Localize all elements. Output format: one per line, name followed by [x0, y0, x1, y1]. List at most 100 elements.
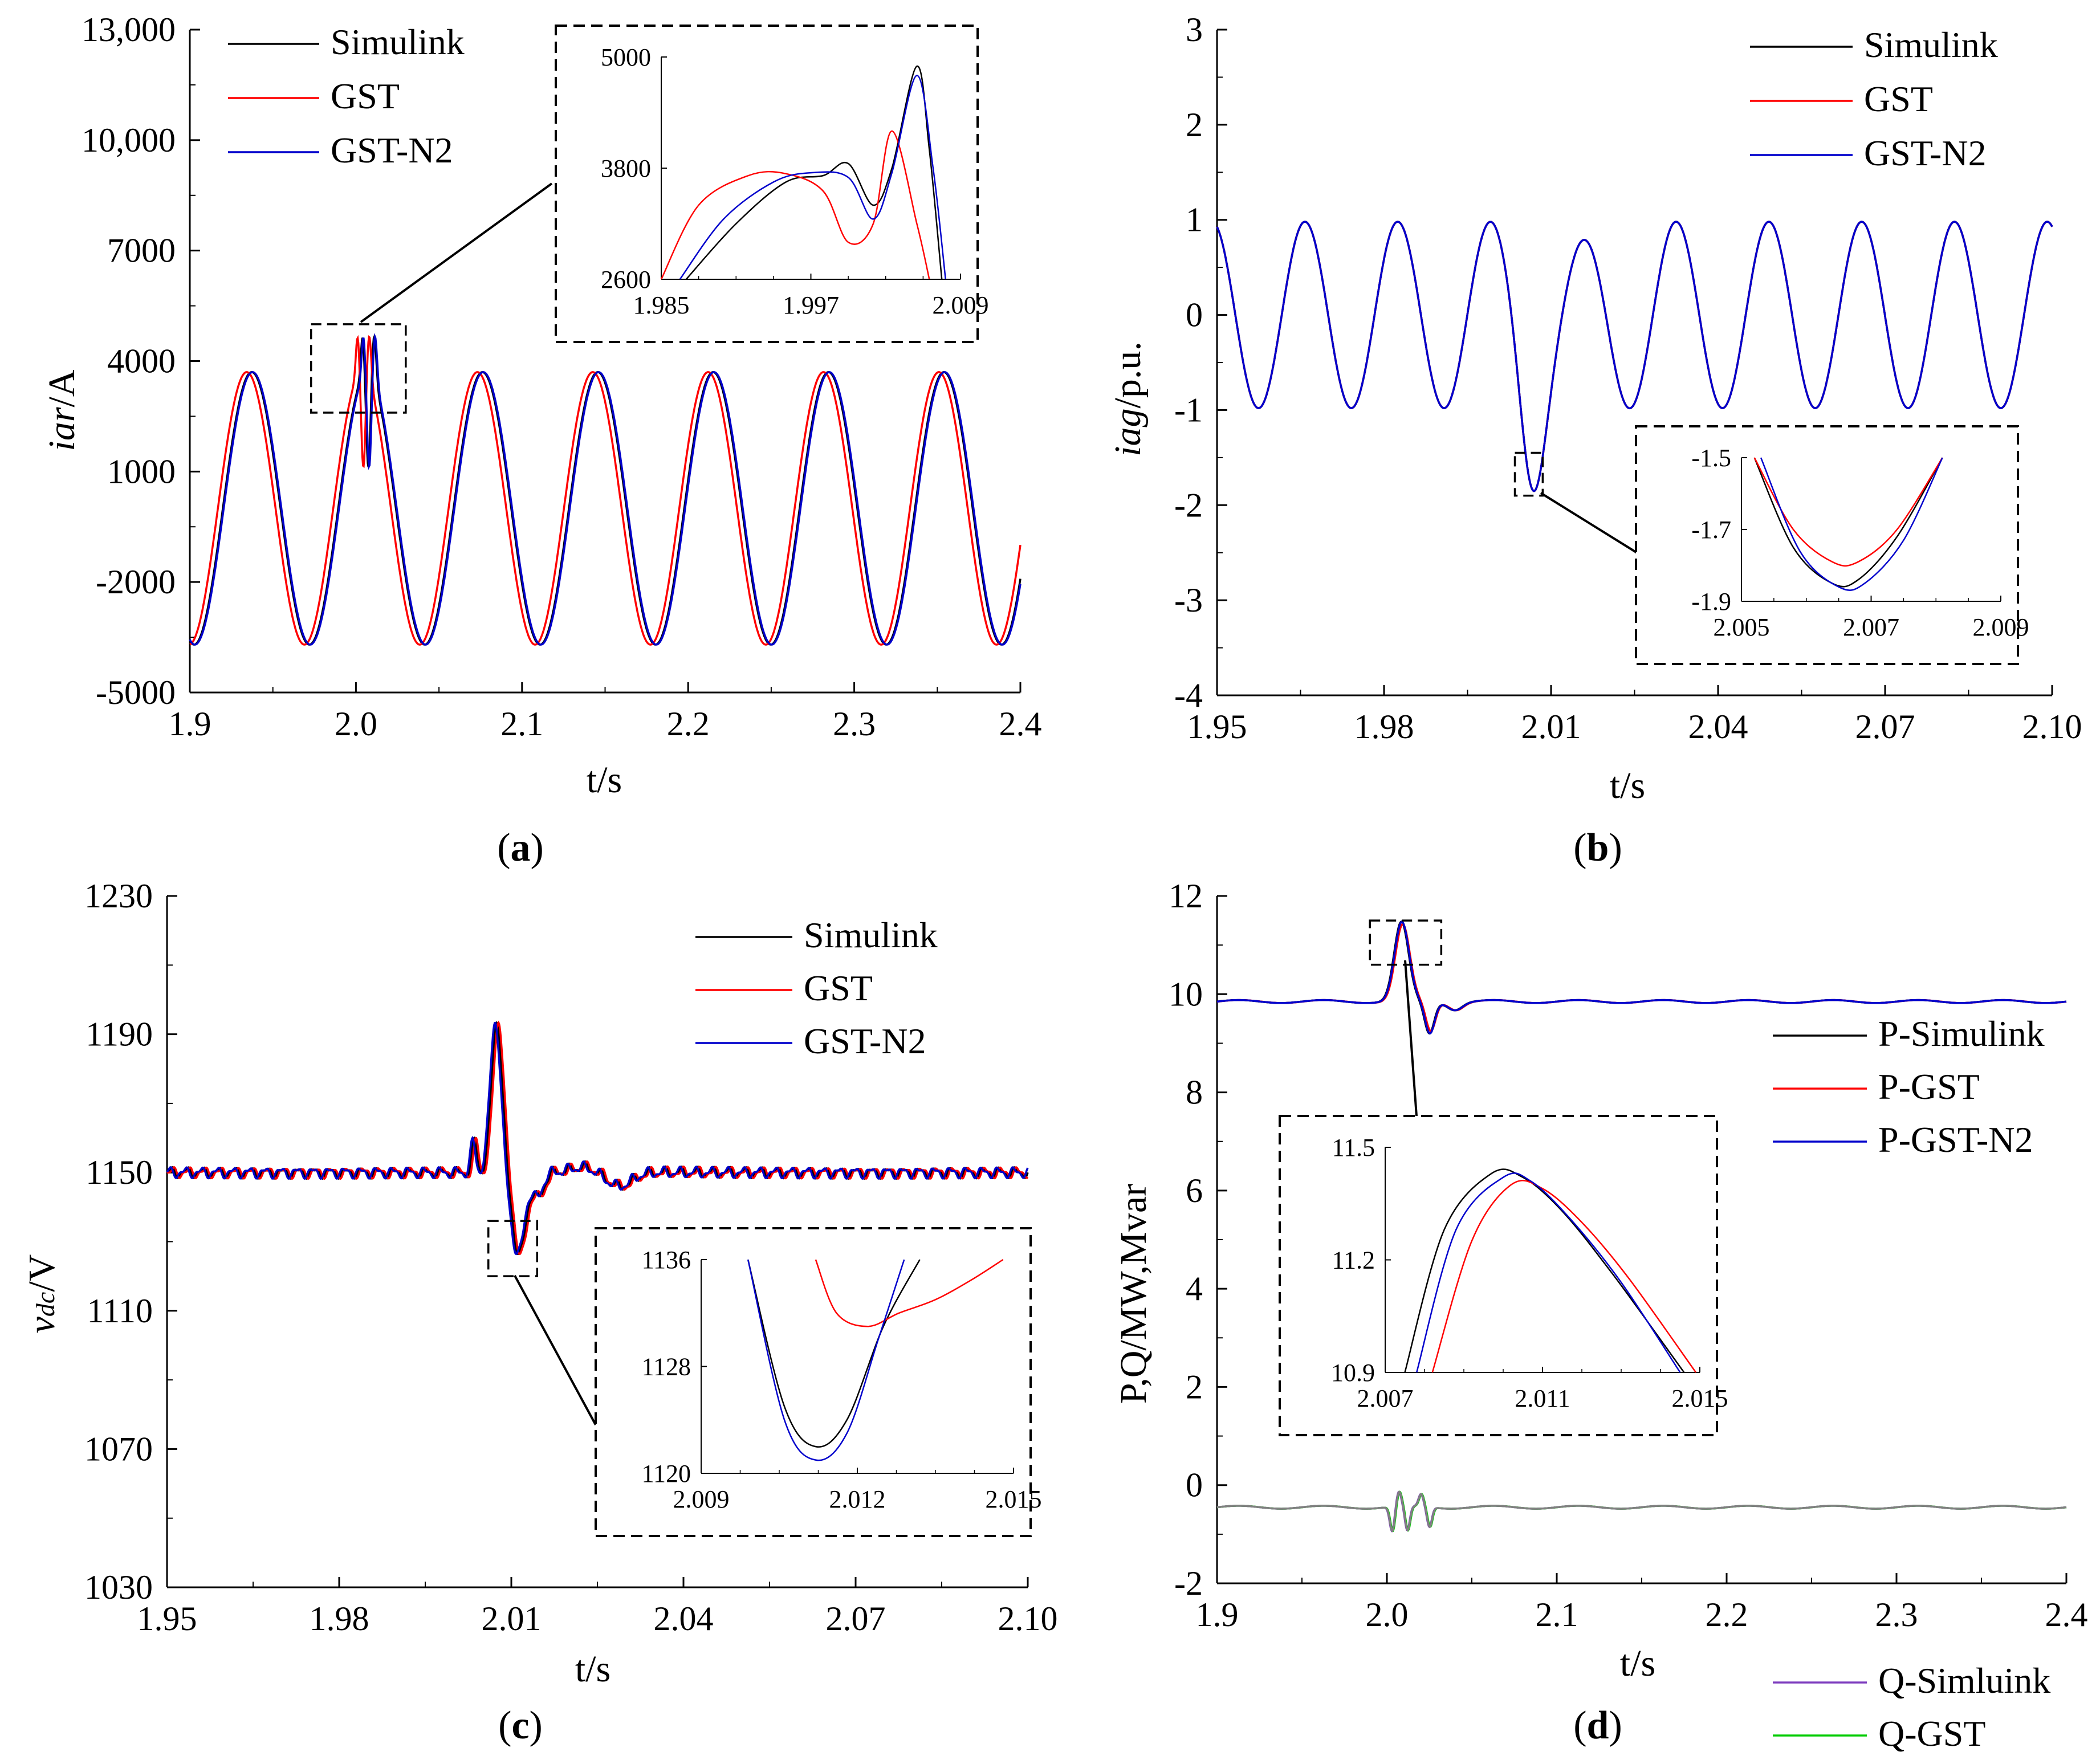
panel-b-caption: (b): [1573, 826, 1622, 870]
panel-c-xtick-label: 2.10: [998, 1600, 1058, 1637]
panel-d-legend-label-p-gst: P-GST: [1878, 1066, 1980, 1107]
panel-d-ytick-label: 8: [1186, 1074, 1203, 1111]
panel-c-inset-xtick-label: 2.009: [673, 1485, 730, 1513]
panel-b-ylabel-unit: /p.u.: [1107, 341, 1149, 408]
panel-a-inset-ytick-label: 2600: [601, 266, 651, 294]
panel-d-inset-series-p-simulink: [1404, 1168, 1685, 1373]
panel-b-inset-frame: [1635, 425, 2019, 665]
panel-a-inset-series-gst-n2: [679, 75, 947, 280]
panel-d-legend-label-q-gst: Q-GST: [1878, 1713, 1985, 1754]
panel-b-inset-xtick-label: 2.005: [1714, 613, 1770, 641]
panel-b-ytick-label: -3: [1174, 581, 1203, 619]
panel-d-ytick-label: 10: [1169, 975, 1203, 1013]
panel-b-inset-series-gst-n2: [1760, 457, 1943, 591]
panel-a-ylabel-sub: ar: [41, 407, 83, 441]
panel-d-inset-ytick-label: 11.5: [1332, 1134, 1375, 1162]
panel-b-xtick-label: 1.98: [1354, 708, 1414, 745]
panel-b-inset-ytick-label: -1.9: [1691, 588, 1731, 616]
panel-c-inset-frame: [595, 1227, 1032, 1537]
panel-b-inset-series-gst: [1753, 457, 1943, 567]
panel-d-ytick-label: 2: [1186, 1368, 1203, 1406]
panel-a-xtick-label: 2.1: [500, 705, 543, 743]
panel-d-inset-series-p-gst: [1431, 1180, 1697, 1373]
panel-b-legend-label-gst-n2: GST-N2: [1864, 133, 1987, 173]
panel-d-ytick-label: -2: [1174, 1565, 1203, 1602]
panel-a-inset-frame: [555, 25, 979, 343]
panel-c-inset-series-gst: [815, 1258, 1004, 1327]
panel-d-ytick-label: 6: [1186, 1172, 1203, 1209]
panel-c-xtick-label: 2.01: [482, 1600, 542, 1637]
panel-b-zoom-box: [1513, 451, 1544, 497]
panel-c-xtick-label: 2.04: [654, 1600, 714, 1637]
panel-b-legend-label-simulink: Simulink: [1864, 25, 1998, 65]
panel-b-xtick-label: 1.95: [1187, 708, 1247, 745]
panel-a-zoom-connector: [360, 182, 553, 323]
panel-c-zoom-box: [487, 1220, 539, 1277]
panel-c-ylabel-sub: dc: [31, 1292, 60, 1317]
panel-c-letter: c: [511, 1704, 529, 1747]
panel-b-letter: b: [1587, 826, 1609, 870]
panel-d-inset-xtick-label: 2.007: [1357, 1384, 1414, 1412]
panel-a-legend-label-simulink: Simulink: [331, 22, 465, 62]
panel-d-series-q-gst-n2: [1216, 1490, 2067, 1533]
panel-b-ylabel-main: i: [1107, 446, 1149, 457]
panel-b-ytick-label: 2: [1186, 106, 1203, 144]
panel-a-inset-xtick-label: 1.985: [633, 291, 690, 319]
chart-panel-b: iag/p.u. t/s (b) 1.95 1.98 2.01 2.04 2.07 2.1…: [1107, 11, 2082, 870]
panel-b-xtick-label: 2.04: [1688, 708, 1748, 745]
panel-d-xtick-label: 2.3: [1875, 1596, 1918, 1633]
panel-c-series-gst: [166, 1020, 1029, 1256]
chart-panel-a: iar/A t/s (a) 1.9 2.0 2.1 2.2 2.3 2.4 -5000 -20…: [41, 11, 1042, 870]
panel-d-xtick-label: 2.1: [1536, 1596, 1578, 1633]
panel-a-legend-label-gst: GST: [331, 76, 400, 116]
panel-d-inset-xtick-label: 2.015: [1672, 1384, 1728, 1412]
panel-a-caption: (a): [497, 826, 544, 870]
panel-d-inset-xtick-label: 2.011: [1515, 1384, 1570, 1412]
panel-b-ytick-label: 0: [1186, 296, 1203, 334]
panel-c-ytick-label: 1230: [84, 877, 153, 915]
panel-d-ylabel: P,Q/MW,Mvar: [1113, 1184, 1154, 1404]
panel-c-ylabel-main: v: [21, 1316, 63, 1333]
panel-b-ytick-label: 1: [1186, 201, 1203, 239]
panel-a-ytick-label: 10,000: [82, 121, 176, 159]
panel-c-xtick-label: 1.95: [137, 1600, 197, 1637]
panel-d-xtick-label: 2.2: [1706, 1596, 1748, 1633]
panel-c-xtick-label: 2.07: [826, 1600, 886, 1637]
panel-d-inset-series-p-gst-n2: [1415, 1172, 1681, 1373]
panel-a-inset-xtick-label: 2.009: [933, 291, 989, 319]
panel-a-ytick-label: -5000: [96, 674, 176, 711]
panel-a-xtick-label: 2.0: [335, 705, 377, 743]
panel-c-legend-label-simulink: Simulink: [804, 915, 938, 955]
panel-a-letter: a: [511, 826, 531, 870]
panel-b-ytick-label: -1: [1174, 391, 1203, 429]
panel-c-ylabel-unit: /V: [21, 1254, 63, 1292]
panel-b-ylabel-sub: ag: [1107, 409, 1149, 446]
panel-a-xtick-label: 2.4: [999, 705, 1042, 743]
panel-d-ytick-label: 4: [1186, 1270, 1203, 1307]
panel-a-inset-series-gst: [660, 130, 930, 280]
panel-a-xtick-label: 2.2: [667, 705, 710, 743]
panel-c-inset-xtick-label: 2.012: [829, 1485, 886, 1513]
panel-b-xtick-label: 2.07: [1855, 708, 1915, 745]
panel-b-zoom-connector: [1540, 492, 1643, 557]
panel-c-ytick-label: 1190: [86, 1016, 153, 1053]
panel-b-ytick-label: -2: [1174, 486, 1203, 524]
chart-panel-c: vdc/V t/s (c) 1.95 1.98 2.01 2.04 2.07 2.10 10…: [21, 877, 1058, 1747]
panel-a-xtick-label: 2.3: [833, 705, 876, 743]
panel-c-xtick-label: 1.98: [310, 1600, 369, 1637]
panel-d-ylabel-main: P,Q/MW,Mvar: [1113, 1184, 1154, 1404]
chart-panel-d: P,Q/MW,Mvar t/s (d) 1.9 2.0 2.1 2.2 2.3 2.4 -2…: [1113, 877, 2088, 1754]
panel-a-inset-ytick-label: 5000: [601, 43, 651, 71]
panel-d-series-q-simluink: [1216, 1490, 2067, 1533]
panel-d-ytick-label: 0: [1186, 1466, 1203, 1504]
panel-b-xlabel: t/s: [1610, 765, 1645, 806]
panel-a-inset-ytick-label: 3800: [601, 154, 651, 182]
panel-a-xtick-label: 1.9: [169, 705, 211, 743]
panel-c-ytick-label: 1150: [86, 1154, 153, 1191]
panel-d-letter: d: [1587, 1704, 1609, 1747]
panel-c-inset-ytick-label: 1120: [642, 1460, 691, 1488]
panel-c-inset-ytick-label: 1128: [642, 1353, 691, 1381]
panel-a-ytick-label: 13,000: [82, 11, 176, 48]
panel-c-zoom-connector: [514, 1275, 597, 1425]
panel-c-legend-label-gst: GST: [804, 968, 873, 1008]
